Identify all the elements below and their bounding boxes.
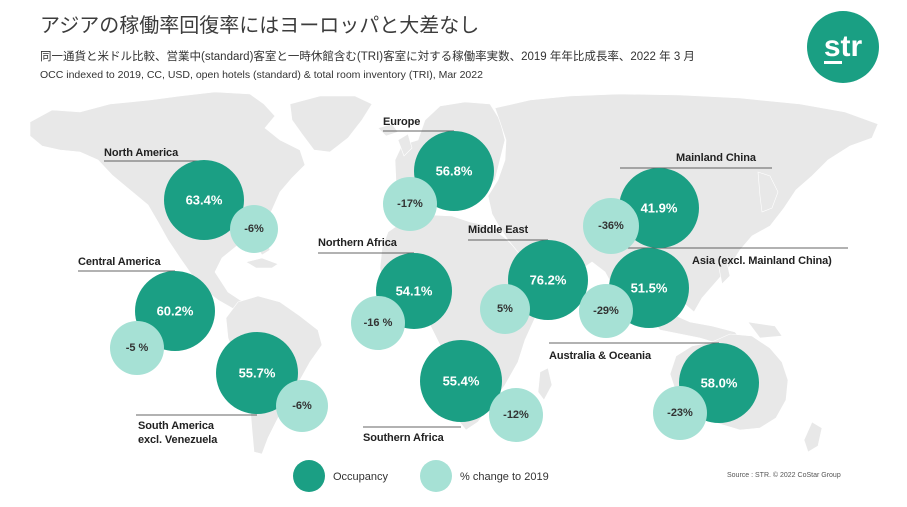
region-label-middle-east: Middle East	[468, 224, 529, 236]
region-label-mainland-china: Mainland China	[676, 152, 756, 164]
bubbles	[110, 131, 759, 442]
occupancy-bubble-north-america	[164, 160, 244, 240]
map-madagascar	[537, 367, 553, 401]
legend-change-label: % change to 2019	[460, 471, 549, 483]
change-value-asia-excl-mainland-china: -29%	[593, 305, 619, 317]
source-note: Source : STR. © 2022 CoStar Group	[727, 471, 841, 479]
change-value-northern-africa: -16 %	[364, 317, 393, 329]
bubble-labels: 63.4% -6% 60.2% -5 % 55.7% -6% 56.8% -17% 54.1% -…	[126, 164, 738, 422]
subtitle-english: OCC indexed to 2019, CC, USD, open hotel…	[40, 69, 483, 81]
map-philippines	[717, 257, 731, 285]
map-greenland	[289, 95, 373, 153]
occupancy-bubble-europe	[414, 131, 494, 211]
change-value-middle-east: 5%	[497, 303, 513, 315]
occupancy-bubble-southern-africa	[420, 340, 502, 422]
change-bubble-south-america-excl-venezuela	[276, 380, 328, 432]
map-new-zealand	[803, 421, 823, 453]
logo-circle	[807, 11, 879, 83]
change-bubble-central-america	[110, 321, 164, 375]
region-label-southern-africa: Southern Africa	[363, 432, 444, 444]
map-new-guinea	[747, 321, 783, 339]
occupancy-value-australia-oceania: 58.0%	[701, 376, 738, 391]
map-iceland	[377, 123, 399, 137]
region-label-europe: Europe	[383, 116, 421, 128]
change-bubble-asia-excl-mainland-china	[579, 284, 633, 338]
map-caribbean	[245, 257, 279, 269]
occupancy-value-north-america: 63.4%	[186, 193, 223, 208]
str-logo: str	[807, 11, 879, 83]
occupancy-value-south-america-excl-venezuela: 55.7%	[239, 366, 276, 381]
occupancy-value-europe: 56.8%	[436, 164, 473, 179]
chart-marks: 63.4% -6% 60.2% -5 % 55.7% -6% 56.8% -17% 54.1% -…	[78, 130, 848, 442]
legend-occupancy-swatch	[293, 460, 325, 492]
occupancy-bubble-south-america-excl-venezuela	[216, 332, 298, 414]
change-value-southern-africa: -12%	[503, 409, 529, 421]
occupancy-value-mainland-china: 41.9%	[641, 201, 678, 216]
change-value-south-america-excl-venezuela: -6%	[292, 400, 312, 412]
occupancy-value-asia-excl-mainland-china: 51.5%	[631, 281, 668, 296]
leader-lines	[78, 130, 848, 428]
occupancy-bubble-mainland-china	[619, 168, 699, 248]
change-bubble-north-america	[230, 205, 278, 253]
change-bubble-southern-africa	[489, 388, 543, 442]
occupancy-value-northern-africa: 54.1%	[396, 284, 433, 299]
occupancy-value-southern-africa: 55.4%	[443, 374, 480, 389]
change-bubble-northern-africa	[351, 296, 405, 350]
page-title: アジアの稼働率回復率にはヨーロッパと大差なし	[40, 15, 480, 37]
region-label-south-america-excl-venezuela: South America excl. Venezuela	[138, 420, 218, 446]
change-bubble-middle-east	[480, 284, 530, 334]
change-value-australia-oceania: -23%	[667, 407, 693, 419]
subtitle-japanese: 同一通貨と米ドル比較、営業中(standard)客室と一時休館含む(TRI)客室…	[40, 51, 695, 63]
region-label-north-america: North America	[104, 147, 179, 159]
legend-change-swatch	[420, 460, 452, 492]
logo-underline	[824, 61, 842, 64]
region-label-northern-africa: Northern Africa	[318, 237, 397, 249]
legend-occupancy-label: Occupancy	[333, 471, 389, 483]
change-value-europe: -17%	[397, 198, 423, 210]
occupancy-value-central-america: 60.2%	[157, 304, 194, 319]
region-label-australia-oceania: Australia & Oceania	[549, 350, 652, 362]
map-britain	[397, 133, 413, 157]
change-value-central-america: -5 %	[126, 342, 149, 354]
change-bubble-mainland-china	[583, 198, 639, 254]
logo-text: str	[824, 30, 863, 63]
map-japan	[757, 171, 779, 213]
change-value-north-america: -6%	[244, 223, 264, 235]
change-value-mainland-china: -36%	[598, 220, 624, 232]
change-bubble-australia-oceania	[653, 386, 707, 440]
region-label-central-america: Central America	[78, 256, 161, 268]
occupancy-value-middle-east: 76.2%	[530, 273, 567, 288]
legend: Occupancy % change to 2019	[293, 460, 549, 492]
change-bubble-europe	[383, 177, 437, 231]
region-label-asia-excl-mainland-china: Asia (excl. Mainland China)	[692, 255, 832, 267]
